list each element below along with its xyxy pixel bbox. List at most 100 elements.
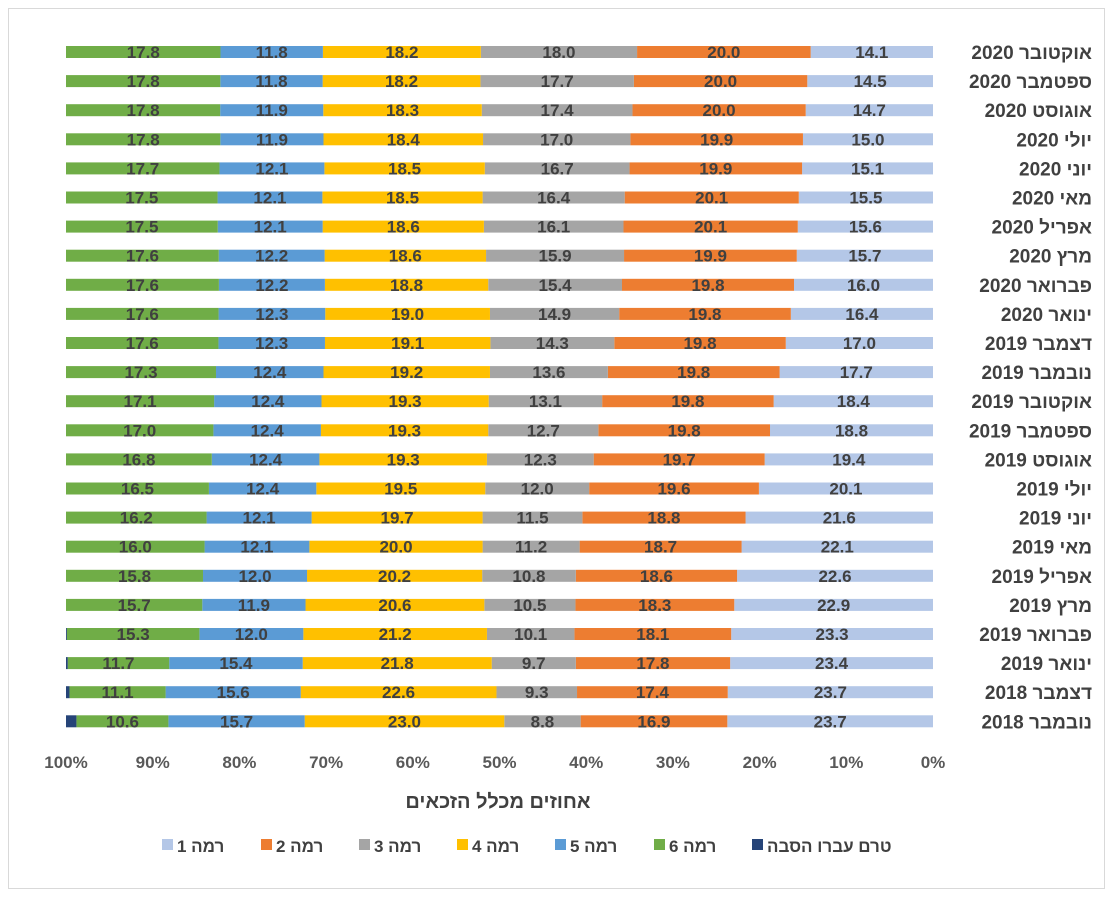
data-label: 18.2: [385, 72, 418, 91]
data-label: 18.3: [638, 596, 671, 615]
bar-segment: [218, 249, 325, 262]
x-tick-label: 50%: [482, 753, 516, 772]
legend-swatch: [261, 839, 272, 850]
bar-segment: [300, 686, 497, 699]
data-label: 15.6: [849, 218, 882, 237]
bar-segment: [484, 162, 630, 175]
data-label: 9.7: [522, 654, 546, 673]
bar-segment: [770, 424, 933, 437]
data-label: 19.8: [683, 334, 716, 353]
bar-segment: [632, 104, 806, 117]
legend: רמה 1 רמה 2 רמה 3 רמה 4 רמה 5 רמה 6 טרם עברו ה…: [162, 837, 892, 856]
bar-segment: [773, 395, 933, 408]
bar-segment: [785, 337, 933, 349]
bar-segment: [66, 220, 218, 233]
x-tick-label: 40%: [569, 753, 603, 772]
legend-swatch: [555, 839, 566, 850]
data-label: 17.8: [127, 101, 160, 120]
data-label: 17.0: [540, 130, 573, 149]
data-label: 17.4: [636, 683, 670, 702]
data-label: 17.3: [124, 363, 157, 382]
data-label: 10.1: [514, 625, 547, 644]
data-label: 19.1: [391, 334, 424, 353]
bar-segment: [758, 482, 933, 495]
category-label: אוקטובר 2019: [971, 392, 1092, 413]
bar-segment: [482, 191, 625, 204]
bars-layer: [66, 46, 933, 728]
bar-segment: [219, 162, 325, 175]
data-label: 19.8: [668, 421, 701, 440]
bar-segment: [482, 540, 580, 553]
bar-segment: [802, 133, 933, 146]
bar-segment: [504, 715, 581, 728]
bar-segment: [727, 686, 933, 699]
bar-segment: [206, 511, 312, 524]
bar-segment: [480, 46, 638, 58]
data-label: 16.1: [537, 218, 570, 237]
bar-segment: [488, 395, 603, 408]
data-label: 14.3: [536, 334, 569, 353]
data-label: 20.1: [694, 218, 727, 237]
bar-segment: [624, 191, 799, 204]
bar-segment: [311, 511, 483, 524]
bar-segment: [220, 104, 324, 117]
data-label: 19.0: [391, 305, 424, 324]
data-label: 12.3: [255, 305, 288, 324]
bar-segment: [66, 395, 215, 408]
bar-segment: [323, 104, 482, 117]
bar-segment: [577, 686, 728, 699]
bar-segment: [165, 686, 301, 699]
data-label: 22.6: [818, 567, 851, 586]
bar-segment: [802, 162, 933, 175]
legend-label: טרם עברו הסבה: [767, 837, 892, 856]
data-label: 17.5: [125, 189, 158, 208]
data-label: 12.1: [240, 538, 273, 557]
data-label: 15.4: [219, 654, 253, 673]
data-label: 12.3: [255, 334, 288, 353]
data-label: 17.6: [126, 305, 159, 324]
bar-segment: [66, 657, 68, 670]
bar-segment: [168, 715, 305, 728]
data-label: 18.8: [647, 509, 680, 528]
category-label: אפריל 2019: [992, 567, 1092, 588]
legend-label: רמה 6: [669, 837, 716, 856]
bar-segment: [488, 278, 622, 291]
category-label: נובמבר 2018: [981, 712, 1092, 733]
data-label: 11.8: [255, 72, 287, 91]
bar-segment: [316, 482, 486, 495]
data-label: 21.6: [823, 509, 856, 528]
category-label: יוני 2019: [1019, 509, 1092, 530]
bar-segment: [488, 424, 599, 437]
bar-segment: [741, 540, 933, 553]
data-label: 10.8: [512, 567, 545, 586]
data-label: 18.5: [386, 189, 419, 208]
data-label: 18.8: [835, 421, 868, 440]
category-label: נובמבר 2019: [981, 363, 1092, 384]
bar-segment: [303, 628, 487, 640]
legend-label: רמה 3: [374, 837, 421, 856]
legend-label: רמה 4: [472, 837, 519, 856]
legend-swatch: [162, 839, 173, 850]
x-tick-label: 60%: [396, 753, 430, 772]
bar-segment: [630, 133, 803, 146]
chart-frame: [8, 8, 1105, 889]
bar-segment: [218, 307, 326, 320]
bar-segment: [220, 75, 323, 88]
data-label: 17.8: [127, 72, 160, 91]
bar-segment: [745, 511, 933, 524]
data-label: 19.9: [700, 130, 733, 149]
bar-segment: [66, 569, 203, 582]
data-label: 15.5: [849, 189, 882, 208]
bar-segment: [619, 307, 791, 320]
bar-segment: [798, 191, 933, 204]
data-label: 19.8: [677, 363, 710, 382]
bar-segment: [322, 46, 481, 58]
data-label: 11.7: [102, 654, 134, 673]
data-label: 19.4: [832, 450, 866, 469]
data-label: 11.9: [256, 130, 288, 149]
x-tick-label: 20%: [743, 753, 777, 772]
bar-segment: [496, 686, 578, 699]
category-label: יולי 2020: [1016, 130, 1092, 151]
data-label: 21.8: [381, 654, 414, 673]
data-label: 17.7: [126, 159, 159, 178]
